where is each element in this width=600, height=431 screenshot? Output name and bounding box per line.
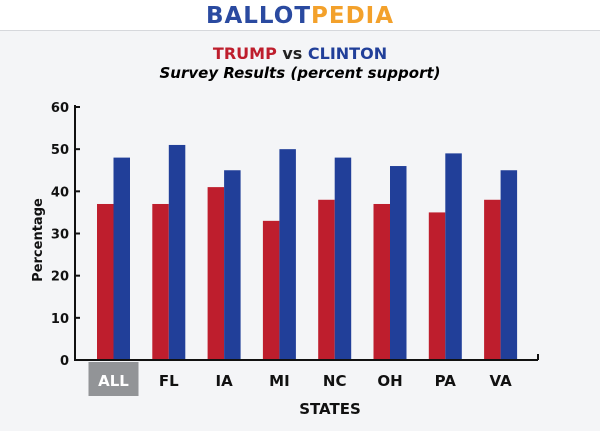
chart-subtitle: Survey Results (percent support) [159,64,441,82]
x-tick-label: IA [215,372,233,390]
y-tick-label: 30 [51,228,69,243]
bar-clinton-pa [445,153,462,360]
x-axis-label: STATES [299,400,361,418]
y-tick-label: 20 [51,270,69,285]
bar-trump-fl [152,203,169,360]
bar-clinton-nc [334,157,352,360]
chart-title: TRUMP vs CLINTON [212,44,388,63]
header: BALLOTPEDIA [0,0,600,31]
x-tick-label: NC [323,372,347,390]
bar-trump-oh [373,203,390,360]
bar-clinton-oh [390,166,407,360]
bar-trump-mi [262,220,280,360]
bar-trump-ia [207,187,225,360]
y-tick-label: 10 [51,312,69,327]
y-tick-label: 50 [51,143,69,158]
bar-trump-pa [428,212,446,360]
bar-clinton-ia [224,170,241,360]
x-tick-label: OH [377,372,402,390]
bar-clinton-va [500,170,518,360]
y-tick-label: 60 [51,101,69,116]
bar-trump-va [484,199,501,360]
bar-trump-all [97,203,114,360]
x-tick-label: ALL [98,372,129,390]
x-tick-label: PA [435,372,457,390]
bar-trump-nc [318,199,335,360]
x-tick-label: VA [489,372,512,390]
bar-clinton-mi [279,149,296,360]
highlight-box [88,362,139,396]
y-tick-label: 40 [51,185,69,200]
x-tick-label: MI [269,372,290,390]
x-tick-label: FL [159,372,179,390]
y-axis-label: Percentage [31,198,46,282]
bar-clinton-fl [168,144,186,360]
y-tick-label: 0 [60,354,69,369]
bar-clinton-all [113,157,130,360]
ballotpedia-logo: BALLOTPEDIA [205,3,395,29]
